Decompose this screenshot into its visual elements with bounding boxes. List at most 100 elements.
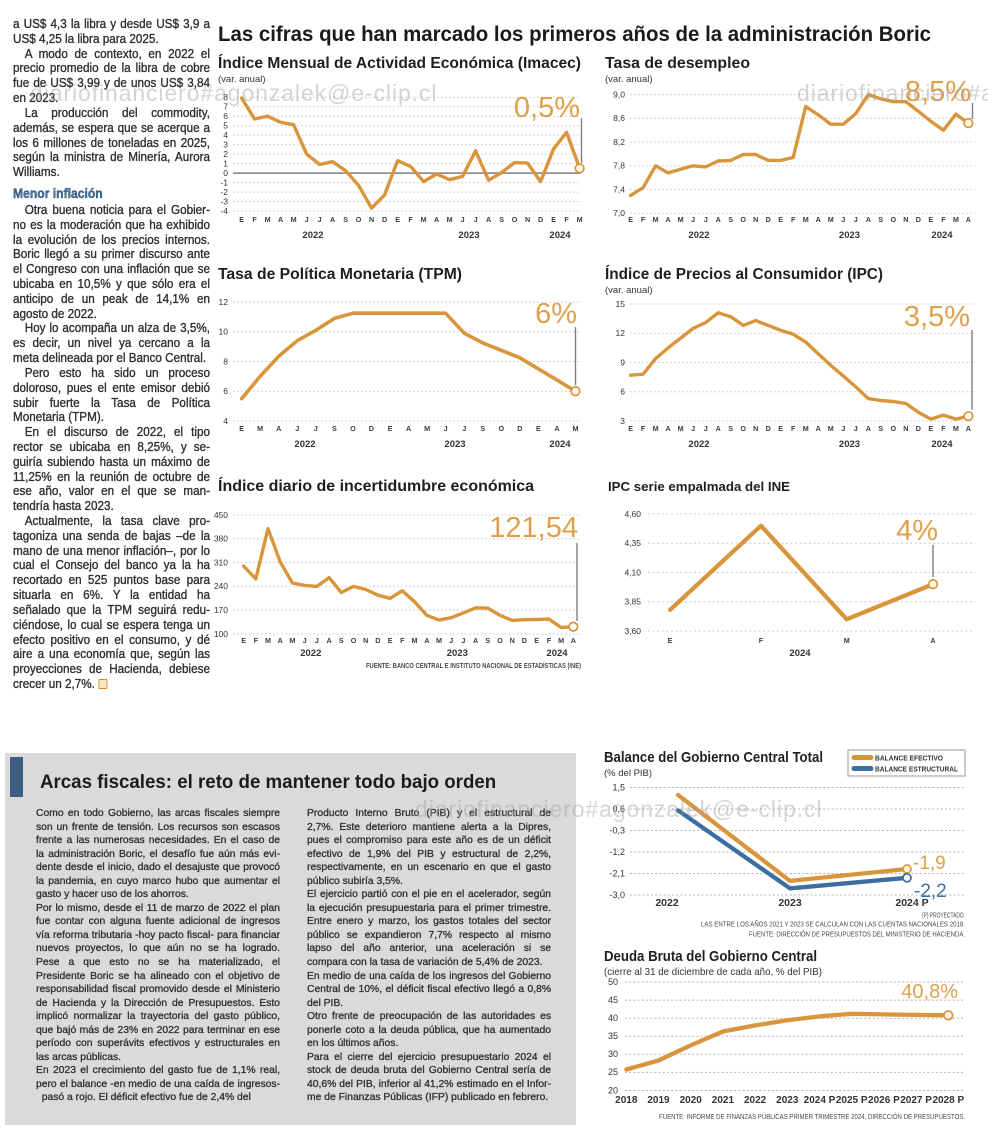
svg-text:E: E bbox=[239, 424, 244, 433]
svg-text:2026 P: 2026 P bbox=[868, 1095, 900, 1106]
svg-text:35: 35 bbox=[608, 1031, 618, 1041]
svg-text:J: J bbox=[461, 215, 465, 224]
svg-text:M: M bbox=[953, 215, 959, 224]
svg-text:J: J bbox=[462, 424, 466, 433]
svg-text:F: F bbox=[641, 215, 646, 224]
svg-text:2021: 2021 bbox=[712, 1095, 735, 1106]
svg-text:BALANCE ESTRUCTURAL: BALANCE ESTRUCTURAL bbox=[875, 767, 959, 774]
svg-text:45: 45 bbox=[608, 995, 618, 1005]
svg-text:M: M bbox=[424, 424, 430, 433]
svg-text:A: A bbox=[665, 215, 670, 224]
svg-text:J: J bbox=[449, 636, 453, 645]
svg-text:8,5%: 8,5% bbox=[905, 76, 971, 108]
svg-text:O: O bbox=[351, 636, 357, 645]
svg-text:0,5%: 0,5% bbox=[514, 92, 580, 124]
svg-text:S: S bbox=[878, 215, 883, 224]
svg-text:8,2: 8,2 bbox=[613, 137, 625, 147]
svg-text:Tasa de Política Monetaria (TP: Tasa de Política Monetaria (TPM) bbox=[218, 266, 462, 283]
svg-text:-1,9: -1,9 bbox=[913, 853, 946, 874]
svg-text:F: F bbox=[400, 636, 405, 645]
svg-text:Las cifras que han marcado los: Las cifras que han marcado los primeros … bbox=[218, 23, 931, 46]
svg-text:A: A bbox=[554, 424, 559, 433]
svg-text:2024 P: 2024 P bbox=[895, 897, 928, 909]
svg-text:A: A bbox=[966, 424, 971, 433]
svg-text:S: S bbox=[728, 215, 733, 224]
svg-text:121,54: 121,54 bbox=[489, 512, 578, 544]
svg-text:6%: 6% bbox=[535, 298, 577, 330]
svg-text:40: 40 bbox=[608, 1013, 618, 1023]
svg-text:9: 9 bbox=[620, 357, 625, 367]
svg-text:N: N bbox=[525, 215, 530, 224]
svg-text:3: 3 bbox=[223, 139, 228, 149]
svg-text:2022: 2022 bbox=[300, 648, 321, 659]
svg-text:M: M bbox=[421, 215, 427, 224]
svg-text:E: E bbox=[628, 424, 633, 433]
svg-text:8: 8 bbox=[223, 356, 228, 366]
svg-text:A: A bbox=[571, 636, 576, 645]
svg-text:2022: 2022 bbox=[688, 230, 709, 241]
svg-text:S: S bbox=[343, 215, 348, 224]
svg-text:E: E bbox=[928, 424, 933, 433]
svg-text:4,60: 4,60 bbox=[624, 509, 641, 519]
svg-text:E: E bbox=[551, 215, 556, 224]
svg-text:4: 4 bbox=[223, 130, 228, 140]
svg-text:M: M bbox=[447, 215, 453, 224]
svg-text:J: J bbox=[318, 215, 322, 224]
svg-text:D: D bbox=[766, 215, 771, 224]
svg-text:M: M bbox=[678, 215, 684, 224]
svg-text:F: F bbox=[252, 215, 257, 224]
svg-text:Deuda Bruta del Gobierno Centr: Deuda Bruta del Gobierno Central bbox=[604, 948, 817, 965]
svg-text:A: A bbox=[330, 215, 335, 224]
svg-text:2027 P: 2027 P bbox=[900, 1095, 932, 1106]
svg-text:2023: 2023 bbox=[839, 230, 860, 241]
svg-text:M: M bbox=[577, 215, 583, 224]
svg-text:2022: 2022 bbox=[302, 230, 323, 241]
svg-text:A: A bbox=[816, 424, 821, 433]
svg-text:M: M bbox=[953, 424, 959, 433]
svg-text:M: M bbox=[653, 215, 659, 224]
svg-text:(var. anual): (var. anual) bbox=[605, 74, 653, 85]
svg-text:J: J bbox=[444, 424, 448, 433]
svg-text:A: A bbox=[966, 215, 971, 224]
svg-text:S: S bbox=[878, 424, 883, 433]
svg-text:2022: 2022 bbox=[688, 439, 709, 450]
svg-text:F: F bbox=[564, 215, 569, 224]
svg-text:A: A bbox=[278, 215, 283, 224]
svg-text:O: O bbox=[891, 424, 897, 433]
svg-text:O: O bbox=[497, 636, 503, 645]
svg-text:N: N bbox=[510, 636, 515, 645]
svg-text:2022: 2022 bbox=[655, 897, 679, 909]
svg-text:M: M bbox=[412, 636, 418, 645]
svg-text:F: F bbox=[791, 215, 796, 224]
svg-text:2024: 2024 bbox=[549, 230, 571, 241]
svg-text:15: 15 bbox=[616, 299, 626, 309]
svg-text:E: E bbox=[928, 215, 933, 224]
svg-text:A: A bbox=[406, 424, 411, 433]
svg-text:S: S bbox=[332, 424, 337, 433]
svg-text:6: 6 bbox=[620, 387, 625, 397]
svg-text:0,6: 0,6 bbox=[612, 804, 625, 814]
svg-text:M: M bbox=[844, 636, 850, 645]
svg-text:E: E bbox=[388, 636, 393, 645]
svg-text:J: J bbox=[691, 424, 695, 433]
svg-text:M: M bbox=[653, 424, 659, 433]
svg-text:D: D bbox=[538, 215, 543, 224]
svg-text:J: J bbox=[315, 636, 319, 645]
svg-text:M: M bbox=[573, 424, 579, 433]
svg-text:J: J bbox=[841, 215, 845, 224]
svg-text:J: J bbox=[704, 215, 708, 224]
svg-text:-2: -2 bbox=[220, 187, 228, 197]
svg-text:100: 100 bbox=[214, 629, 228, 639]
svg-text:E: E bbox=[668, 636, 673, 645]
svg-text:A: A bbox=[278, 636, 283, 645]
svg-text:A: A bbox=[866, 424, 871, 433]
svg-text:J: J bbox=[314, 424, 318, 433]
svg-text:(% del PIB): (% del PIB) bbox=[604, 768, 652, 779]
svg-text:2023: 2023 bbox=[776, 1095, 799, 1106]
svg-text:FUENTE: DIRECCIÓN DE PRESUPUES: FUENTE: DIRECCIÓN DE PRESUPUESTOS DEL MI… bbox=[749, 930, 965, 939]
svg-text:FUENTE: INFORME DE FINANZAS PÚ: FUENTE: INFORME DE FINANZAS PÚBLICAS PRI… bbox=[659, 1112, 965, 1121]
svg-text:A: A bbox=[473, 636, 478, 645]
svg-text:-0,3: -0,3 bbox=[609, 825, 625, 835]
svg-text:F: F bbox=[254, 636, 259, 645]
svg-text:6: 6 bbox=[223, 386, 228, 396]
